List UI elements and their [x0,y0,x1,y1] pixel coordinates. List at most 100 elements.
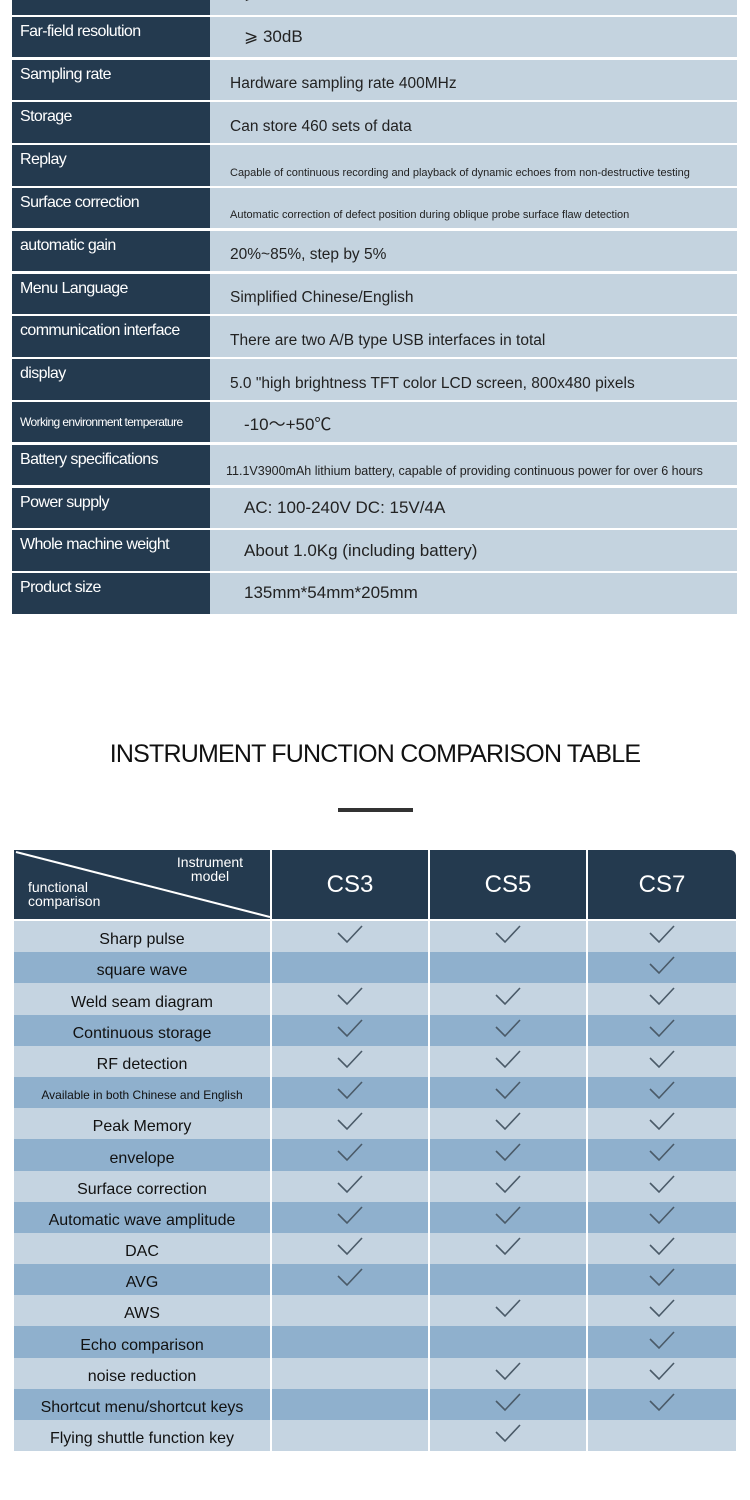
corner-cell: Instrument model functional comparison [14,850,270,919]
check-cell [270,1201,428,1233]
checkmark-icon [494,1205,522,1230]
check-cell [586,1326,736,1358]
feature-label: Available in both Chinese and English [41,1088,243,1103]
table-row: DAC [14,1232,736,1265]
spec-key: Battery specifications [12,444,210,486]
checkmark-icon [336,1174,364,1199]
check-cell [428,1232,586,1265]
check-cell [586,952,736,984]
check-cell [270,1045,428,1077]
checkmark-icon [494,1392,522,1417]
check-cell [428,1295,586,1327]
check-cell [586,1170,736,1202]
check-cell [586,1076,736,1109]
check-cell [428,1326,586,1358]
feature-label: DAC [125,1243,159,1261]
check-cell [270,1264,428,1296]
table-row: Sharp pulse [14,921,736,953]
spec-value: ⩾ 40dB [210,0,737,15]
table-row: Flying shuttle function key [14,1420,736,1452]
table-row: RF detection [14,1045,736,1077]
table-row: Automatic wave amplitude [14,1201,736,1233]
spec-key: Sampling rate [12,59,210,101]
feature-label: RF detection [96,1055,188,1073]
spec-row: Working environment temperature -10～+50℃ [12,401,737,443]
check-cell [586,1357,736,1389]
checkmark-icon [336,1111,364,1136]
feature-label: AVG [125,1274,159,1292]
spec-value: Can store 460 sets of data [210,102,737,143]
table-row: Echo comparison [14,1326,736,1358]
checkmark-icon [648,1111,676,1136]
corner-top-label: Instrument model [176,854,244,884]
check-cell [270,1108,428,1140]
check-cell [586,983,736,1015]
spec-table: dynamic range⩾ 40dBFar-field resolution⩾… [12,0,737,616]
check-cell [586,1108,736,1140]
spec-key: display [12,359,210,400]
table-row: Surface correction [14,1170,736,1202]
check-cell [428,1170,586,1202]
spec-key: Power supply [12,487,210,529]
checkmark-icon [648,1018,676,1043]
check-cell [428,1108,586,1140]
feature-label: Sharp pulse [99,931,185,949]
checkmark-icon [336,1267,364,1292]
check-cell [586,1201,736,1233]
table-row: Peak Memory [14,1108,736,1140]
check-cell [428,983,586,1015]
checkmark-icon [494,1142,522,1167]
check-cell [428,1388,586,1420]
spec-row: Power supply AC: 100-240V DC: 15V/4A [12,487,737,529]
spec-key: communication interface [12,316,210,357]
model-header: CS5 [428,850,586,919]
spec-key: Working environment temperature [12,401,210,443]
model-header: CS7 [586,850,736,919]
checkmark-icon [494,1111,522,1136]
spec-value: About 1.0Kg (including battery) [210,530,737,571]
check-cell [586,1139,736,1171]
check-cell [270,1388,428,1420]
checkmark-icon [648,1049,676,1074]
spec-value: Hardware sampling rate 400MHz [210,59,737,101]
checkmark-icon [336,1205,364,1230]
spec-row: Whole machine weight About 1.0Kg (includi… [12,530,737,571]
spec-row: Storage Can store 460 sets of data [12,102,737,143]
check-cell [428,1045,586,1077]
spec-key: Storage [12,102,210,143]
checkmark-icon [494,1423,522,1448]
checkmark-icon [336,1236,364,1261]
checkmark-icon [494,986,522,1011]
check-cell [586,1295,736,1327]
spec-row: dynamic range⩾ 40dB [12,0,737,15]
checkmark-icon [494,1049,522,1074]
check-cell [270,1232,428,1265]
checkmark-icon [648,1392,676,1417]
checkmark-icon [494,1080,522,1105]
checkmark-icon [648,955,676,980]
check-cell [586,1045,736,1077]
spec-value: Capable of continuous recording and play… [210,145,737,186]
spec-row: display 5.0 "high brightness TFT color LC… [12,359,737,400]
feature-label: envelope [109,1149,175,1167]
spec-row: Sampling rate Hardware sampling rate 400M… [12,59,737,101]
check-cell [428,921,586,953]
feature-label: noise reduction [87,1367,197,1385]
table-row: Continuous storage [14,1014,736,1046]
check-cell [586,1264,736,1296]
checkmark-icon [494,1236,522,1261]
checkmark-icon [336,986,364,1011]
table-row: Available in both Chinese and English [14,1076,736,1109]
checkmark-icon [648,1361,676,1386]
checkmark-icon [336,1018,364,1043]
check-cell [270,1420,428,1452]
spec-value: 11.1V3900mAh lithium battery, capable of… [210,444,737,486]
comparison-table: Instrument model functional comparison C… [14,850,736,1452]
check-cell [428,1014,586,1046]
check-cell [428,952,586,984]
feature-label: Weld seam diagram [71,993,213,1011]
spec-row: Menu Language Simplified Chinese/English [12,273,737,315]
spec-row: communication interface There are two A/B… [12,316,737,357]
checkmark-icon [336,1049,364,1074]
spec-row: Surface correction Automatic correction o… [12,187,737,229]
